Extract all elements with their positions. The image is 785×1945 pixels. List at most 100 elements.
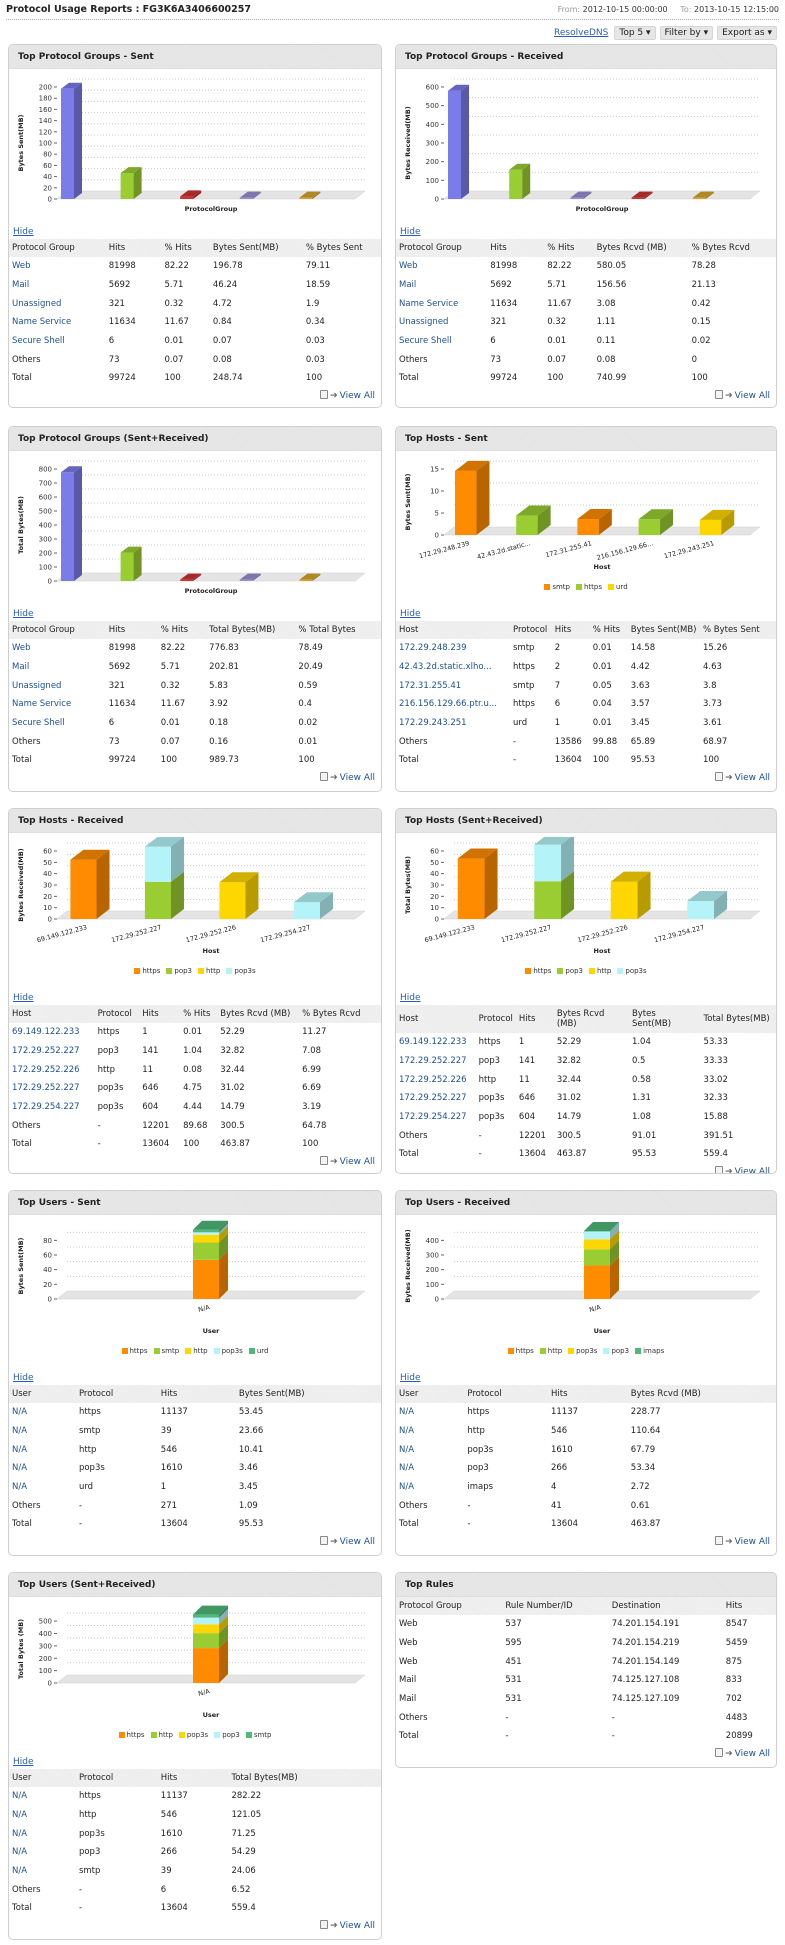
column-header-bytes-sent[interactable]: % Bytes Sent: [302, 239, 381, 257]
row-link[interactable]: Secure Shell: [399, 336, 452, 347]
row-link[interactable]: N/A: [399, 1482, 415, 1493]
column-header-host[interactable]: Host: [396, 1005, 476, 1033]
column-header-protocol[interactable]: Protocol: [75, 1769, 158, 1787]
view-all-link[interactable]: ➔ View All: [396, 1164, 776, 1174]
column-header-total-bytes-mb[interactable]: Total Bytes(MB): [206, 621, 296, 639]
column-header-protocol-group[interactable]: Protocol Group: [9, 621, 106, 639]
row-link[interactable]: N/A: [12, 1847, 28, 1858]
row-link[interactable]: Name Service: [12, 317, 72, 328]
row-link[interactable]: 172.29.252.227: [399, 1093, 467, 1104]
view-all-link[interactable]: ➔ View All: [9, 1918, 381, 1931]
hide-chart-link[interactable]: Hide: [400, 993, 421, 1003]
resolve-dns-link[interactable]: ResolveDNS: [554, 28, 609, 38]
row-link[interactable]: N/A: [12, 1463, 28, 1474]
view-all-label[interactable]: View All: [339, 1156, 375, 1167]
column-header-bytes-rcvd-mb[interactable]: Bytes Rcvd (MB): [593, 239, 689, 257]
hide-chart-link[interactable]: Hide: [400, 1373, 421, 1383]
row-link[interactable]: Secure Shell: [12, 718, 65, 729]
view-all-link[interactable]: ➔ View All: [396, 1534, 776, 1547]
column-header-protocol[interactable]: Protocol: [94, 1005, 140, 1023]
column-header-hits[interactable]: Hits: [487, 239, 545, 257]
row-link[interactable]: Unassigned: [12, 680, 62, 691]
top-n-dropdown[interactable]: Top 5 ▾: [614, 26, 656, 40]
column-header-bytes-rcvd[interactable]: % Bytes Rcvd: [299, 1005, 381, 1023]
column-header-hits[interactable]: Hits: [105, 621, 158, 639]
row-link[interactable]: Web: [399, 261, 418, 272]
row-link[interactable]: Web: [12, 643, 31, 654]
column-header-bytes-rcvd[interactable]: % Bytes Rcvd: [688, 239, 776, 257]
column-header-protocol[interactable]: Protocol: [464, 1385, 548, 1403]
column-header-protocol[interactable]: Protocol: [475, 1005, 516, 1033]
view-all-link[interactable]: ➔ View All: [9, 1534, 381, 1547]
column-header-protocol[interactable]: Protocol: [75, 1385, 158, 1403]
column-header-hits[interactable]: % Hits: [161, 239, 210, 257]
column-header-hits[interactable]: % Hits: [157, 621, 207, 639]
column-header-hits[interactable]: Hits: [157, 1769, 229, 1787]
filter-by-dropdown[interactable]: Filter by ▾: [659, 26, 714, 40]
view-all-label[interactable]: View All: [339, 1536, 375, 1547]
view-all-link[interactable]: ➔ View All: [396, 388, 776, 401]
column-header-hits[interactable]: Hits: [722, 1597, 776, 1615]
row-link[interactable]: N/A: [12, 1828, 28, 1839]
column-header-bytes-rcvd-mb[interactable]: Bytes Rcvd (MB): [217, 1005, 300, 1023]
row-link[interactable]: 42.43.2d.static.xlho...: [399, 662, 492, 673]
row-link[interactable]: 172.29.252.227: [12, 1046, 80, 1057]
view-all-label[interactable]: View All: [339, 1920, 375, 1931]
column-header-user[interactable]: User: [396, 1385, 465, 1403]
column-header-hits[interactable]: Hits: [547, 1385, 628, 1403]
hide-chart-link[interactable]: Hide: [400, 609, 421, 619]
row-link[interactable]: N/A: [12, 1810, 28, 1821]
row-link[interactable]: Name Service: [12, 699, 72, 710]
view-all-link[interactable]: ➔ View All: [9, 1154, 381, 1167]
row-link[interactable]: 172.29.252.226: [399, 1074, 467, 1085]
row-link[interactable]: N/A: [12, 1444, 28, 1455]
column-header-bytes-rcvd-mb[interactable]: Bytes Rcvd (MB): [553, 1005, 629, 1033]
column-header-user[interactable]: User: [9, 1769, 76, 1787]
hide-chart-link[interactable]: Hide: [13, 993, 34, 1003]
row-link[interactable]: 172.31.255.41: [399, 680, 462, 691]
row-link[interactable]: 69.149.122.233: [399, 1037, 467, 1048]
row-link[interactable]: Web: [12, 261, 31, 272]
row-link[interactable]: Mail: [12, 662, 30, 673]
view-all-label[interactable]: View All: [734, 1536, 770, 1547]
column-header-protocol-group[interactable]: Protocol Group: [9, 239, 106, 257]
row-link[interactable]: N/A: [399, 1463, 415, 1474]
row-link[interactable]: 172.29.248.239: [399, 643, 467, 654]
hide-chart-link[interactable]: Hide: [400, 227, 421, 237]
column-header-hits[interactable]: Hits: [139, 1005, 181, 1023]
hide-chart-link[interactable]: Hide: [13, 227, 34, 237]
row-link[interactable]: N/A: [12, 1407, 28, 1418]
column-header-hits[interactable]: % Hits: [180, 1005, 218, 1023]
column-header-total-bytes-mb[interactable]: Total Bytes(MB): [700, 1005, 776, 1033]
column-header-hits[interactable]: % Hits: [589, 621, 628, 639]
row-link[interactable]: Mail: [399, 280, 417, 291]
row-link[interactable]: 172.29.254.227: [399, 1112, 467, 1123]
hide-chart-link[interactable]: Hide: [13, 1373, 34, 1383]
column-header-protocol[interactable]: Protocol: [510, 621, 552, 639]
column-header-hits[interactable]: Hits: [515, 1005, 554, 1033]
column-header-destination[interactable]: Destination: [608, 1597, 723, 1615]
hide-chart-link[interactable]: Hide: [13, 1757, 34, 1767]
view-all-label[interactable]: View All: [734, 772, 770, 783]
row-link[interactable]: N/A: [399, 1407, 415, 1418]
row-link[interactable]: N/A: [12, 1791, 28, 1802]
column-header-bytes-sent[interactable]: % Bytes Sent: [699, 621, 776, 639]
row-link[interactable]: 172.29.252.227: [399, 1056, 467, 1067]
row-link[interactable]: N/A: [12, 1482, 28, 1493]
column-header-host[interactable]: Host: [396, 621, 510, 639]
column-header-bytes-sent-mb[interactable]: Bytes Sent(MB): [627, 621, 700, 639]
column-header-user[interactable]: User: [9, 1385, 76, 1403]
column-header-hits[interactable]: Hits: [105, 239, 162, 257]
view-all-link[interactable]: ➔ View All: [396, 1746, 776, 1759]
export-as-dropdown[interactable]: Export as ▾: [717, 26, 777, 40]
column-header-protocol-group[interactable]: Protocol Group: [396, 1597, 503, 1615]
row-link[interactable]: Name Service: [399, 298, 459, 309]
column-header-hits[interactable]: Hits: [551, 621, 590, 639]
row-link[interactable]: Unassigned: [399, 317, 449, 328]
column-header-hits[interactable]: % Hits: [544, 239, 594, 257]
column-header-total-bytes-mb[interactable]: Total Bytes(MB): [228, 1769, 381, 1787]
column-header-bytes-sent-mb[interactable]: Bytes Sent(MB): [209, 239, 303, 257]
column-header-bytes-sent-mb[interactable]: Bytes Sent(MB): [628, 1005, 701, 1033]
view-all-label[interactable]: View All: [734, 1166, 770, 1174]
row-link[interactable]: 172.29.254.227: [12, 1102, 80, 1113]
